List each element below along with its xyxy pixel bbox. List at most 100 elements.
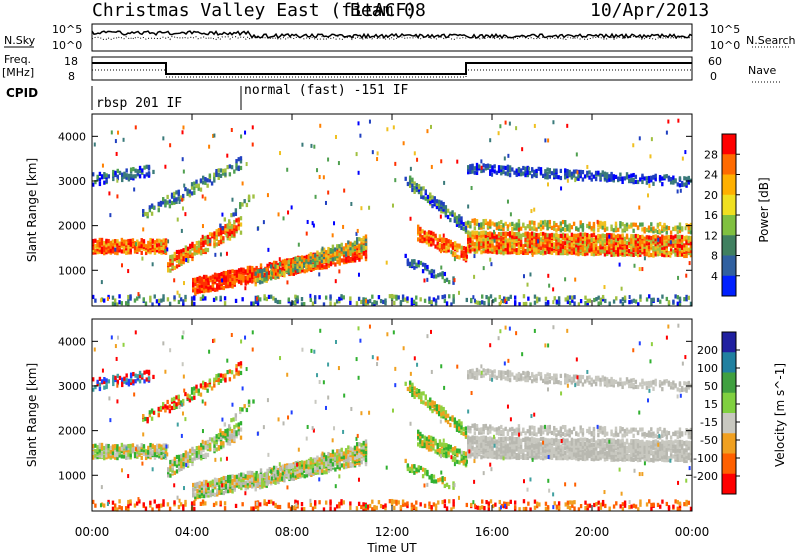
power-cell — [654, 173, 657, 178]
velocity-cell — [229, 474, 232, 479]
power-cell — [469, 169, 472, 175]
power-cell — [652, 229, 655, 234]
power-cell — [347, 244, 350, 250]
power-cell — [331, 248, 335, 253]
velocity-cell — [347, 452, 350, 457]
power-cell — [658, 239, 662, 244]
power-cell — [182, 302, 185, 307]
power-cell — [689, 222, 693, 228]
power-cell — [294, 256, 297, 261]
power-cell — [614, 224, 618, 229]
power-cell — [462, 250, 466, 255]
power-cell — [129, 175, 133, 181]
velocity-cell — [228, 424, 231, 429]
velocity-cell — [464, 433, 468, 438]
velocity-cell — [338, 449, 341, 454]
power-cell — [636, 179, 640, 185]
power-cell — [356, 246, 359, 252]
power-cell — [307, 257, 310, 262]
power-cell — [574, 178, 577, 183]
power-cell — [215, 168, 218, 174]
power-cell — [360, 245, 363, 250]
velocity-cell — [148, 410, 152, 415]
power-cell — [652, 297, 655, 302]
power-cell — [181, 197, 184, 202]
velocity-cell — [458, 419, 461, 424]
power-cell — [546, 240, 549, 245]
power-cell — [515, 242, 518, 247]
power-cell — [594, 250, 598, 255]
power-cell — [256, 269, 260, 274]
power-cell — [258, 275, 262, 281]
power-cell — [539, 250, 543, 255]
power-cell — [423, 278, 426, 283]
power-cell — [517, 234, 521, 239]
power-cell — [241, 181, 244, 186]
power-cell — [272, 264, 276, 269]
velocity-cell — [301, 465, 304, 471]
power-cell — [168, 199, 172, 204]
power-cell — [568, 173, 571, 178]
power-cell — [334, 279, 337, 284]
power-cell — [502, 226, 505, 232]
velocity-cell — [411, 388, 414, 393]
velocity-cell — [227, 477, 230, 482]
velocity-cell — [202, 445, 205, 450]
velocity-cell — [274, 480, 277, 485]
velocity-cell — [186, 393, 189, 398]
power-cell — [261, 279, 264, 284]
power-cell — [429, 192, 432, 197]
power-cell — [338, 244, 341, 249]
power-cell — [338, 252, 341, 257]
velocity-cell — [433, 401, 436, 406]
power-cell — [220, 274, 223, 279]
power-cell — [509, 294, 512, 299]
power-cell — [237, 217, 240, 222]
power-cell — [652, 234, 655, 240]
power-cell — [645, 235, 649, 240]
velocity-cell — [200, 488, 204, 493]
power-cell — [656, 229, 660, 235]
power-cell — [356, 252, 359, 257]
velocity-cell — [144, 452, 148, 458]
velocity-cell — [147, 369, 151, 374]
plot-title: Christmas Valley East (fitACF) — [92, 0, 417, 21]
power-cell — [404, 297, 407, 302]
power-cell — [553, 220, 556, 226]
velocity-cell — [160, 444, 163, 449]
power-cell — [628, 300, 631, 305]
power-cell — [275, 270, 278, 276]
power-cell — [200, 245, 203, 250]
power-cell — [486, 221, 490, 226]
power-cell — [603, 246, 607, 251]
power-cell — [586, 223, 589, 229]
power-cell — [547, 138, 550, 143]
velocity-cell — [111, 453, 115, 458]
velocity-cell — [452, 485, 455, 490]
power-cell — [219, 227, 223, 232]
beam-label: Beam 08 — [350, 0, 426, 21]
power-cell — [442, 205, 445, 210]
power-cell — [240, 269, 243, 275]
power-cell — [498, 294, 501, 300]
power-cell — [329, 296, 332, 301]
power-cell — [316, 250, 319, 255]
power-cell — [251, 279, 254, 284]
velocity-cell — [239, 421, 243, 426]
velocity-cell — [213, 379, 216, 385]
power-cell — [204, 196, 207, 201]
power-cell — [443, 271, 447, 277]
power-cell — [612, 252, 615, 257]
power-cell — [667, 239, 671, 244]
velocity-cell — [460, 421, 463, 426]
power-cell — [162, 200, 165, 205]
power-cell — [530, 245, 534, 250]
power-cell — [129, 173, 133, 178]
power-cell — [375, 300, 378, 305]
power-cell — [218, 280, 221, 286]
power-cell — [240, 280, 243, 286]
power-cell — [340, 294, 343, 299]
power-cell — [583, 251, 587, 257]
power-cell — [506, 226, 510, 232]
power-cell — [610, 239, 613, 244]
